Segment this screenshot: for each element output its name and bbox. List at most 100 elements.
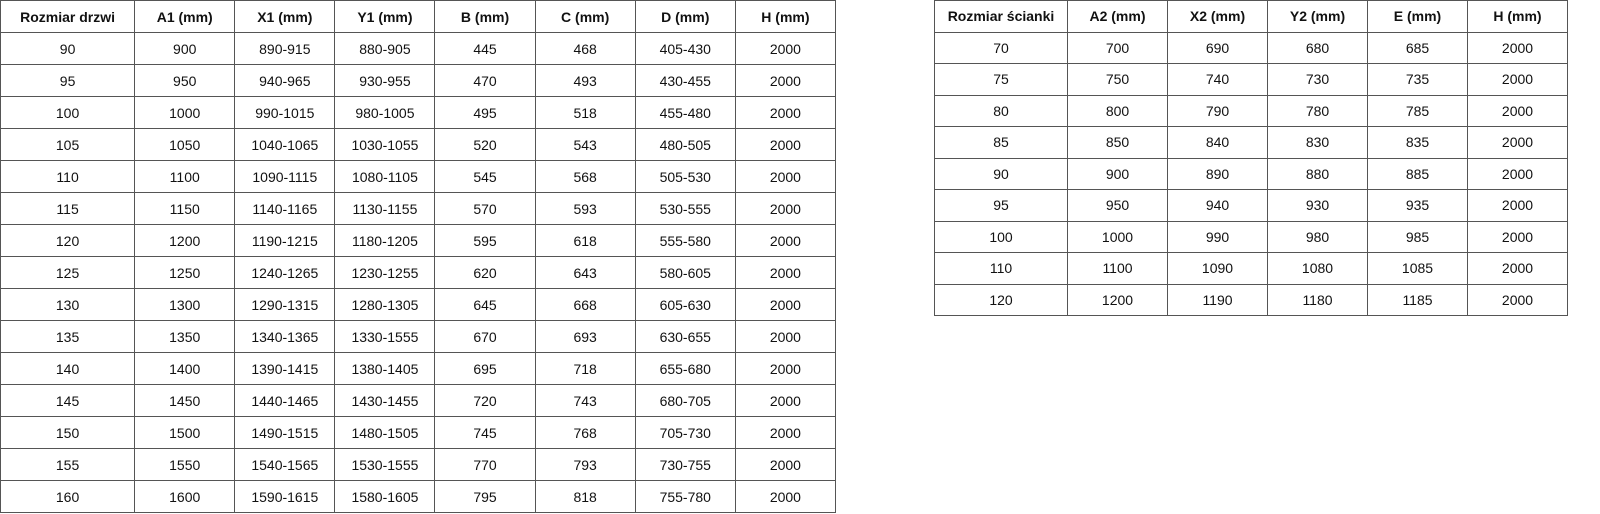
table-cell: 95 [0,64,136,97]
table-cell: 2000 [1467,31,1568,64]
table-cell: 1340-1365 [234,320,336,353]
table-cell: 90 [934,157,1068,190]
table-row: 90 900 890-915 880-905 445 468 405-430 2000 [0,32,837,65]
table-cell: 735 [1367,63,1468,96]
column-header: E (mm) [1367,0,1468,33]
table-cell: 980-1005 [334,96,436,129]
table-cell: 493 [534,64,636,97]
column-header: Rozmiar ścianki [934,0,1068,33]
table-cell: 1400 [134,352,236,385]
table-row: 115 1150 1140-1165 1130-1155 570 593 530-555 20… [0,192,837,225]
table-cell: 130 [0,288,136,321]
table-cell: 80 [934,94,1068,127]
column-header: Rozmiar drzwi [0,0,136,33]
table-cell: 2000 [734,416,837,449]
table-cell: 2000 [734,448,837,481]
table-cell: 105 [0,128,136,161]
table-cell: 1180 [1267,283,1368,316]
table-cell: 2000 [1467,126,1568,159]
table-cell: 1540-1565 [234,448,336,481]
table-cell: 990 [1167,220,1268,253]
table-cell: 150 [0,416,136,449]
table-cell: 668 [534,288,636,321]
table-cell: 1600 [134,480,236,513]
table-cell: 125 [0,256,136,289]
table-cell: 520 [434,128,536,161]
table-row: 140 1400 1390-1415 1380-1405 695 718 655-680 20… [0,352,837,385]
table-cell: 135 [0,320,136,353]
table-cell: 785 [1367,94,1468,127]
table-cell: 768 [534,416,636,449]
table-cell: 885 [1367,157,1468,190]
table-cell: 718 [534,352,636,385]
table-cell: 1040-1065 [234,128,336,161]
table-cell: 568 [534,160,636,193]
table-cell: 790 [1167,94,1268,127]
table-row: 160 1600 1590-1615 1580-1605 795 818 755-780 20… [0,480,837,513]
table-row: 105 1050 1040-1065 1030-1055 520 543 480-505 20… [0,128,837,161]
table-cell: 75 [934,63,1068,96]
table-cell: 700 [1067,31,1168,64]
column-header: B (mm) [434,0,536,33]
table-cell: 2000 [734,128,837,161]
table-cell: 2000 [734,192,837,225]
table-cell: 705-730 [634,416,736,449]
table-cell: 1090-1115 [234,160,336,193]
table-cell: 2000 [734,288,837,321]
table-cell: 1100 [134,160,236,193]
table-cell: 85 [934,126,1068,159]
table-cell: 518 [534,96,636,129]
table-cell: 1330-1555 [334,320,436,353]
table-cell: 680 [1267,31,1368,64]
table-cell: 2000 [734,160,837,193]
table-cell: 880-905 [334,32,436,65]
table-cell: 950 [134,64,236,97]
table-cell: 445 [434,32,536,65]
table-cell: 935 [1367,189,1468,222]
table-cell: 70 [934,31,1068,64]
table-cell: 160 [0,480,136,513]
table-cell: 1050 [134,128,236,161]
table-cell: 2000 [734,96,837,129]
column-header: A1 (mm) [134,0,236,33]
table-cell: 2000 [734,32,837,65]
table-cell: 1580-1605 [334,480,436,513]
table-cell: 1080 [1267,252,1368,285]
table-row: 135 1350 1340-1365 1330-1555 670 693 630-655 20… [0,320,837,353]
table-cell: 1080-1105 [334,160,436,193]
table-cell: 670 [434,320,536,353]
table-cell: 110 [0,160,136,193]
table-cell: 1280-1305 [334,288,436,321]
table-cell: 1085 [1367,252,1468,285]
column-header: C (mm) [534,0,636,33]
table-cell: 818 [534,480,636,513]
table-row: 95 950 940-965 930-955 470 493 430-455 2000 [0,64,837,97]
table-cell: 1140-1165 [234,192,336,225]
table-cell: 145 [0,384,136,417]
table-row: 125 1250 1240-1265 1230-1255 620 643 580-605 20… [0,256,837,289]
table-cell: 740 [1167,63,1268,96]
table-row: 120 1200 1190 1180 1185 2000 [934,283,1568,316]
table-cell: 1000 [1067,220,1168,253]
table-cell: 100 [0,96,136,129]
table-cell: 643 [534,256,636,289]
table-cell: 720 [434,384,536,417]
table-cell: 455-480 [634,96,736,129]
table-cell: 755-780 [634,480,736,513]
table-cell: 940 [1167,189,1268,222]
table-cell: 730-755 [634,448,736,481]
table-cell: 645 [434,288,536,321]
table-cell: 1150 [134,192,236,225]
column-header: H (mm) [734,0,837,33]
table-cell: 2000 [734,480,837,513]
table-row: 75 750 740 730 735 2000 [934,63,1568,96]
table-cell: 100 [934,220,1068,253]
table-cell: 570 [434,192,536,225]
table-cell: 1030-1055 [334,128,436,161]
table-row: 130 1300 1290-1315 1280-1305 645 668 605-630 20… [0,288,837,321]
table-cell: 468 [534,32,636,65]
table-cell: 580-605 [634,256,736,289]
table-cell: 1450 [134,384,236,417]
table-cell: 770 [434,448,536,481]
table-cell: 1490-1515 [234,416,336,449]
